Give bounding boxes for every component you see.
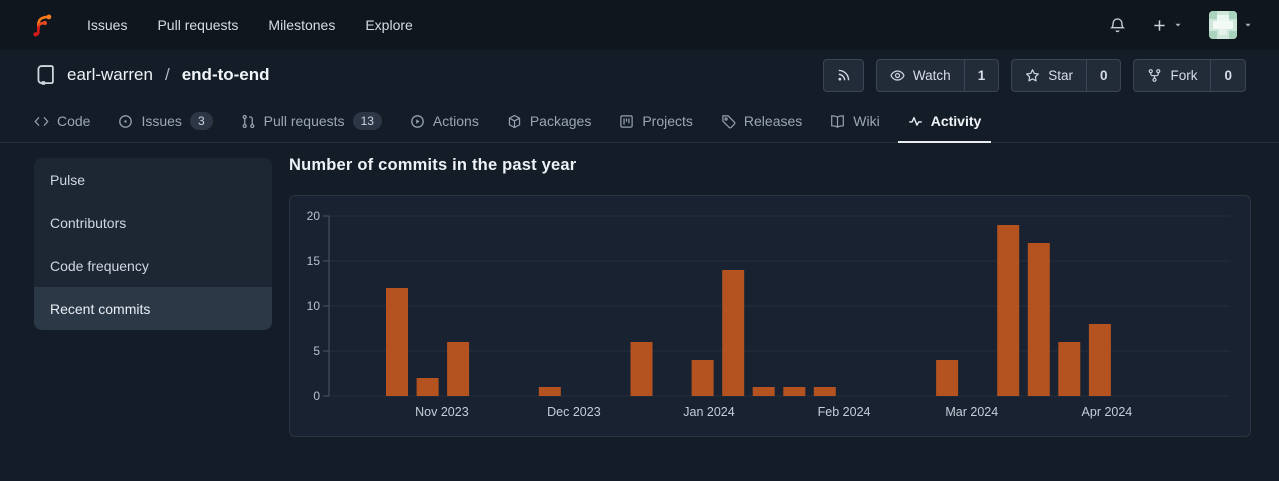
svg-text:Nov 2023: Nov 2023 — [415, 405, 469, 419]
activity-side-menu: Pulse Contributors Code frequency Recent… — [34, 158, 272, 330]
top-navbar: Issues Pull requests Milestones Explore — [0, 0, 1279, 50]
eye-icon — [890, 69, 905, 81]
commits-chart-panel: 0 5 10 15 20 Nov 2023 Dec 2023 Jan 2024 Feb 2024… — [289, 195, 1251, 437]
tab-wiki[interactable]: Wiki — [820, 100, 889, 142]
tab-releases[interactable]: Releases — [711, 100, 812, 142]
svg-text:Dec 2023: Dec 2023 — [547, 405, 601, 419]
watch-label: Watch — [912, 67, 951, 83]
play-icon — [411, 114, 424, 128]
svg-text:20: 20 — [307, 209, 321, 223]
svg-text:0: 0 — [313, 389, 320, 403]
tag-icon — [722, 114, 736, 128]
issue-opened-icon — [119, 114, 133, 128]
notifications-bell-icon[interactable] — [1109, 17, 1126, 34]
tab-activity[interactable]: Activity — [897, 100, 992, 143]
sidebar-item-code-frequency[interactable]: Code frequency — [50, 257, 149, 274]
pull-requests-count-badge: 13 — [352, 111, 382, 131]
repo-separator: / — [164, 65, 170, 84]
sidebar-item-recent-commits[interactable]: Recent commits — [34, 287, 272, 330]
sidebar-item-pulse[interactable]: Pulse — [50, 171, 86, 188]
rss-icon — [838, 69, 850, 81]
tab-pull-requests[interactable]: Pull requests 13 — [231, 100, 392, 142]
rss-feed-button[interactable] — [822, 58, 864, 92]
project-icon — [620, 114, 634, 128]
forgejo-logo-icon[interactable] — [28, 10, 55, 40]
commits-bar-chart[interactable]: 0 5 10 15 20 Nov 2023 Dec 2023 Jan 2024 Feb 2024… — [290, 196, 1250, 436]
fork-icon — [1149, 68, 1161, 82]
repo-actions: Watch 1 Star 0 Fork 0 — [822, 58, 1246, 92]
svg-text:5: 5 — [313, 344, 320, 358]
star-label: Star — [1048, 67, 1073, 83]
svg-text:Mar 2024: Mar 2024 — [945, 405, 998, 419]
svg-text:15: 15 — [307, 254, 321, 268]
user-menu[interactable] — [1209, 11, 1253, 39]
tab-code[interactable]: Code — [24, 100, 100, 142]
chevron-down-icon — [1175, 23, 1181, 27]
nav-issues[interactable]: Issues — [87, 17, 128, 33]
sidebar-item-contributors[interactable]: Contributors — [50, 214, 127, 231]
repo-icon — [37, 65, 54, 85]
code-icon — [34, 116, 49, 126]
repo-name-link[interactable]: end-to-end — [181, 65, 270, 84]
avatar — [1209, 11, 1237, 39]
main-content: Number of commits in the past year 0 5 10 1… — [289, 156, 1253, 437]
svg-text:Feb 2024: Feb 2024 — [818, 405, 871, 419]
nav-explore[interactable]: Explore — [365, 17, 413, 33]
navbar-right — [1109, 11, 1253, 39]
plus-icon — [1154, 19, 1165, 31]
nav-pull-requests[interactable]: Pull requests — [157, 17, 239, 33]
tab-actions[interactable]: Actions — [400, 100, 489, 142]
svg-text:Jan 2024: Jan 2024 — [683, 405, 734, 419]
svg-text:10: 10 — [307, 299, 321, 313]
star-button[interactable]: Star 0 — [1011, 58, 1122, 92]
nav-milestones[interactable]: Milestones — [268, 17, 336, 33]
tab-projects[interactable]: Projects — [609, 100, 703, 142]
repo-title: earl-warren / end-to-end — [35, 64, 270, 86]
main-nav: Issues Pull requests Milestones Explore — [87, 17, 413, 33]
fork-label: Fork — [1170, 67, 1198, 83]
tab-issues[interactable]: Issues 3 — [108, 100, 222, 142]
star-icon — [1026, 68, 1040, 81]
svg-text:Apr 2024: Apr 2024 — [1082, 405, 1133, 419]
repo-tabs: Code Issues 3 Pull requests 13 Actions P… — [0, 100, 1279, 143]
create-new-dropdown[interactable] — [1152, 18, 1183, 33]
book-icon — [831, 114, 845, 128]
package-icon — [508, 114, 521, 128]
fork-button[interactable]: Fork 0 — [1133, 58, 1246, 92]
fork-count[interactable]: 0 — [1210, 59, 1245, 91]
watch-count[interactable]: 1 — [963, 59, 999, 91]
repo-header: earl-warren / end-to-end Watch 1 — [0, 50, 1279, 100]
repo-owner-link[interactable]: earl-warren — [67, 65, 153, 84]
git-pull-request-icon — [242, 114, 255, 128]
pulse-icon — [908, 116, 922, 126]
watch-button[interactable]: Watch 1 — [875, 58, 1000, 92]
star-count[interactable]: 0 — [1085, 59, 1121, 91]
chevron-down-icon — [1245, 23, 1251, 27]
page-title: Number of commits in the past year — [289, 156, 577, 174]
tab-packages[interactable]: Packages — [497, 100, 601, 142]
issues-count-badge: 3 — [189, 111, 213, 131]
